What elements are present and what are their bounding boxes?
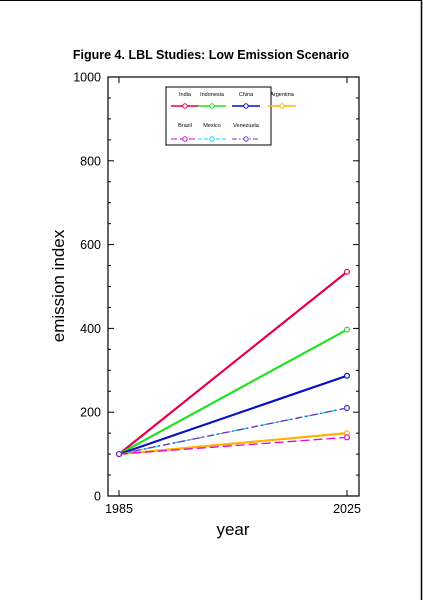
legend-marker-venezuela <box>243 136 249 142</box>
data-point-brazil <box>344 434 351 441</box>
y-tick-label: 600 <box>80 238 101 252</box>
x-axis: 1985 2025 <box>105 77 361 516</box>
series-line-argentina <box>118 432 348 456</box>
data-point-indonesia <box>344 326 351 333</box>
y-tick-label: 200 <box>80 406 101 420</box>
series-line-china <box>118 374 348 456</box>
series-layer <box>115 268 351 458</box>
x-tick-label: 2025 <box>333 502 361 516</box>
legend-label-brazil: Brazil <box>178 123 192 129</box>
legend-marker-china <box>243 103 249 109</box>
y-tick-label: 0 <box>94 490 101 504</box>
legend-marker-brazil <box>182 136 188 142</box>
legend-label-mexico: Mexico <box>203 123 220 129</box>
y-tick-label: 800 <box>80 154 101 168</box>
legend-box <box>165 86 272 146</box>
y-axis-label: emission index <box>49 229 68 342</box>
data-point-india <box>344 268 351 275</box>
legend-marker-argentina <box>279 103 285 109</box>
legend-label-venezuela: Venezuela <box>233 123 260 129</box>
legend-marker-india <box>182 103 188 109</box>
series-line-indonesia <box>118 328 348 456</box>
x-axis-label: year <box>216 520 249 539</box>
y-tick-label: 1000 <box>73 71 101 85</box>
y-axis: 0 200 400 600 800 1000 <box>73 71 359 504</box>
legend: India Indonesia China Argentina Brazil Mexico… <box>165 86 296 146</box>
legend-label-china: China <box>239 92 254 98</box>
series-line-brazil <box>118 436 348 455</box>
series-line-mexico <box>118 407 348 455</box>
legend-label-indonesia: Indonesia <box>200 92 225 98</box>
series-line-venezuela <box>118 407 348 455</box>
legend-label-india: India <box>179 92 192 98</box>
legend-marker-mexico <box>209 136 215 142</box>
data-point-venezuela <box>115 451 122 458</box>
data-point-venezuela <box>344 405 351 412</box>
series-line-india <box>118 270 348 455</box>
chart-title: Figure 4. LBL Studies: Low Emission Scen… <box>73 48 350 62</box>
data-point-china <box>344 372 351 379</box>
x-tick-label: 1985 <box>105 502 133 516</box>
y-tick-label: 400 <box>80 322 101 336</box>
legend-marker-indonesia <box>209 103 215 109</box>
legend-label-argentina: Argentina <box>270 92 294 98</box>
